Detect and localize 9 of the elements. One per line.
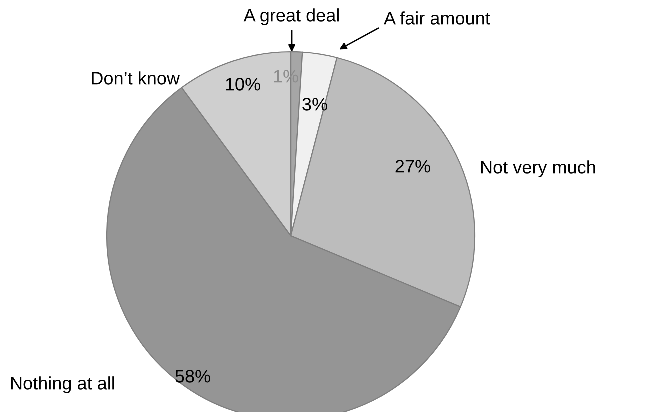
data-label: 10% bbox=[226, 78, 260, 91]
data-label: 27% bbox=[396, 160, 430, 173]
data-label: 3% bbox=[302, 98, 328, 111]
data-label: 58% bbox=[176, 370, 210, 383]
slice-label: Not very much bbox=[481, 160, 596, 178]
slice-label: Don’t know bbox=[92, 72, 180, 85]
slice-label: A great deal bbox=[244, 8, 339, 26]
slice-label: A fair amount bbox=[384, 12, 490, 25]
slice-label: Nothing at all bbox=[11, 376, 114, 394]
